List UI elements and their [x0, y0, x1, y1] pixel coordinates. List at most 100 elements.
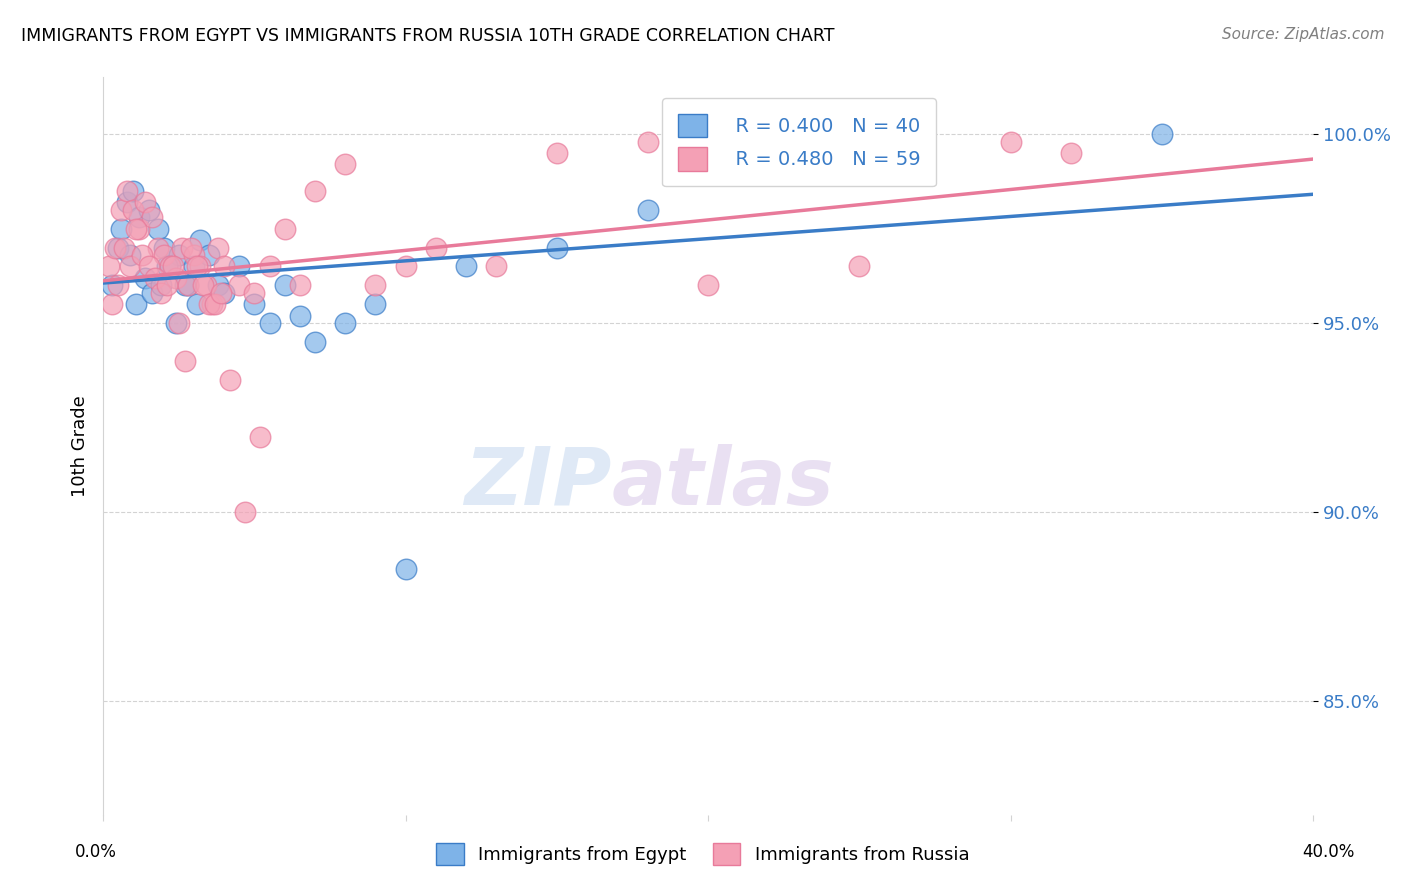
Point: [165, 316, 187, 330]
Point: [243, 285, 266, 300]
Legend: Immigrants from Egypt, Immigrants from Russia: Immigrants from Egypt, Immigrants from R…: [427, 834, 979, 874]
Point: [546, 146, 568, 161]
Point: [110, 202, 132, 217]
Point: [112, 241, 135, 255]
Point: [395, 562, 418, 576]
Point: [848, 260, 870, 274]
Point: [104, 241, 127, 255]
Point: [485, 260, 508, 274]
Text: 40.0%: 40.0%: [1302, 843, 1355, 861]
Point: [288, 278, 311, 293]
Point: [1060, 146, 1083, 161]
Point: [395, 260, 418, 274]
Point: [1000, 135, 1022, 149]
Point: [425, 241, 447, 255]
Point: [125, 221, 148, 235]
Point: [233, 505, 256, 519]
Point: [209, 285, 232, 300]
Point: [165, 270, 187, 285]
Point: [173, 278, 195, 293]
Point: [134, 270, 156, 285]
Point: [204, 297, 226, 311]
Point: [456, 260, 478, 274]
Point: [117, 195, 139, 210]
Point: [120, 248, 142, 262]
Point: [1150, 127, 1173, 141]
Point: [195, 278, 218, 293]
Point: [207, 278, 229, 293]
Point: [156, 260, 179, 274]
Point: [107, 241, 129, 255]
Point: [304, 334, 326, 349]
Y-axis label: 10th Grade: 10th Grade: [72, 395, 89, 497]
Point: [183, 260, 205, 274]
Point: [180, 241, 202, 255]
Point: [637, 135, 659, 149]
Point: [273, 278, 295, 293]
Point: [167, 248, 190, 262]
Point: [173, 354, 195, 368]
Text: Source: ZipAtlas.com: Source: ZipAtlas.com: [1222, 27, 1385, 42]
Point: [128, 221, 150, 235]
Point: [188, 260, 211, 274]
Point: [134, 195, 156, 210]
Point: [122, 202, 145, 217]
Point: [259, 260, 281, 274]
Point: [162, 260, 184, 274]
Point: [156, 278, 179, 293]
Point: [364, 297, 387, 311]
Point: [207, 241, 229, 255]
Point: [107, 278, 129, 293]
Point: [198, 297, 221, 311]
Text: 0.0%: 0.0%: [75, 843, 117, 861]
Point: [120, 260, 142, 274]
Point: [159, 260, 181, 274]
Text: ZIP: ZIP: [464, 444, 612, 522]
Point: [149, 278, 172, 293]
Point: [249, 429, 271, 443]
Point: [146, 241, 169, 255]
Point: [228, 278, 250, 293]
Legend:   R = 0.400   N = 40,   R = 0.480   N = 59: R = 0.400 N = 40, R = 0.480 N = 59: [662, 98, 936, 186]
Point: [273, 221, 295, 235]
Point: [188, 233, 211, 247]
Point: [143, 270, 166, 285]
Point: [101, 278, 124, 293]
Point: [146, 221, 169, 235]
Point: [201, 297, 224, 311]
Point: [219, 373, 242, 387]
Point: [117, 184, 139, 198]
Text: IMMIGRANTS FROM EGYPT VS IMMIGRANTS FROM RUSSIA 10TH GRADE CORRELATION CHART: IMMIGRANTS FROM EGYPT VS IMMIGRANTS FROM…: [21, 27, 835, 45]
Point: [141, 285, 163, 300]
Point: [243, 297, 266, 311]
Point: [152, 241, 174, 255]
Point: [191, 278, 214, 293]
Point: [259, 316, 281, 330]
Point: [98, 260, 121, 274]
Point: [228, 260, 250, 274]
Point: [149, 285, 172, 300]
Point: [170, 241, 193, 255]
Point: [183, 248, 205, 262]
Point: [125, 297, 148, 311]
Point: [131, 248, 153, 262]
Point: [186, 297, 208, 311]
Point: [159, 260, 181, 274]
Point: [212, 260, 235, 274]
Point: [637, 202, 659, 217]
Point: [364, 278, 387, 293]
Point: [177, 278, 200, 293]
Point: [167, 316, 190, 330]
Point: [333, 316, 356, 330]
Point: [288, 309, 311, 323]
Point: [128, 211, 150, 225]
Point: [110, 221, 132, 235]
Point: [186, 260, 208, 274]
Point: [141, 211, 163, 225]
Point: [697, 278, 720, 293]
Point: [152, 248, 174, 262]
Point: [304, 184, 326, 198]
Point: [758, 146, 780, 161]
Point: [546, 241, 568, 255]
Point: [122, 184, 145, 198]
